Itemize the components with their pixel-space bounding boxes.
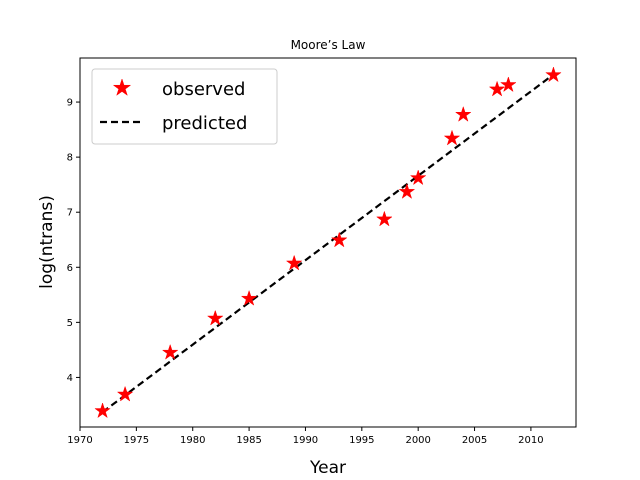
legend-predicted-label: predicted [162,113,247,134]
x-axis-title: Year [309,458,346,478]
y-tick-label: 5 [67,318,73,329]
legend-observed-label: observed [162,79,245,100]
x-tick-label: 2010 [518,435,543,446]
x-tick-label: 1995 [349,435,374,446]
series-observed-point [488,80,506,97]
series-observed-point [285,254,303,271]
series-predicted-line [101,73,555,414]
y-tick-label: 6 [67,263,73,274]
x-tick-label: 2005 [462,435,487,446]
legend-observed-marker [112,78,132,96]
y-tick-label: 8 [67,153,73,164]
plot-frame [79,57,577,428]
legend-box [91,68,278,145]
legend: observed predicted [91,68,278,145]
x-tick-label: 1980 [180,435,205,446]
x-tick-label: 1970 [67,435,92,446]
x-tick-label: 1975 [124,435,149,446]
series-observed-point [409,169,427,186]
y-tick-label: 9 [67,98,73,109]
plot-content [94,66,562,419]
series-observed-point [330,231,348,248]
series-observed-point [443,129,461,146]
series-observed-point [240,289,258,306]
x-tick-label: 1990 [293,435,318,446]
series-observed-point [545,66,562,83]
series-observed-point [116,385,134,402]
x-tick-label: 2000 [405,435,430,446]
series-observed-point [94,402,111,419]
series-observed-point [499,76,517,93]
series-observed-point [161,343,179,360]
x-axis-ticks: 1970 1975 1980 1985 1990 1995 2000 2005 2010 [67,427,544,446]
series-observed-point [454,105,472,122]
y-tick-label: 4 [67,373,73,384]
y-axis-ticks: 4 5 6 7 8 9 [67,98,80,384]
y-axis-title: log(ntrans) [37,195,57,289]
y-tick-label: 7 [67,208,73,219]
x-tick-label: 1985 [236,435,261,446]
series-observed-point [375,210,393,227]
chart-title: Moore’s Law [291,38,366,52]
series-observed-point [206,309,224,326]
series-observed-point [398,183,416,199]
